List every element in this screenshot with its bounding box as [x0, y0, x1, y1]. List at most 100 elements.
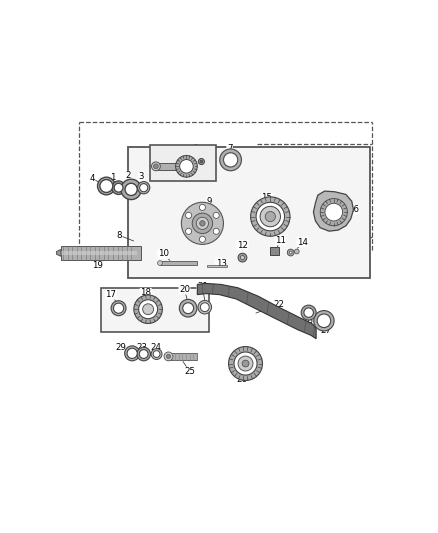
Circle shape	[223, 153, 238, 167]
Circle shape	[154, 164, 158, 168]
Circle shape	[111, 301, 126, 316]
Text: 24: 24	[150, 343, 162, 352]
Text: 21: 21	[197, 282, 208, 292]
Circle shape	[198, 158, 205, 165]
Text: 9: 9	[206, 197, 212, 206]
Circle shape	[301, 305, 316, 320]
Circle shape	[186, 212, 192, 219]
Circle shape	[143, 304, 154, 314]
Circle shape	[260, 206, 280, 227]
Circle shape	[125, 346, 140, 361]
Circle shape	[179, 300, 197, 317]
Circle shape	[125, 183, 137, 196]
Circle shape	[325, 203, 343, 221]
Text: 13: 13	[215, 259, 226, 268]
Circle shape	[138, 300, 158, 319]
Circle shape	[181, 203, 223, 245]
Text: 7: 7	[227, 144, 232, 153]
Polygon shape	[57, 249, 61, 256]
Circle shape	[158, 261, 162, 265]
Circle shape	[140, 184, 148, 192]
Circle shape	[198, 301, 212, 314]
Circle shape	[200, 303, 209, 312]
Circle shape	[213, 212, 219, 219]
Circle shape	[317, 314, 331, 328]
Text: 16: 16	[348, 205, 359, 214]
Circle shape	[114, 183, 123, 192]
Text: 2: 2	[125, 171, 131, 180]
FancyBboxPatch shape	[128, 147, 371, 278]
Circle shape	[152, 162, 160, 171]
Circle shape	[238, 356, 253, 371]
Circle shape	[164, 352, 173, 361]
Circle shape	[113, 303, 124, 313]
Circle shape	[151, 349, 162, 359]
Circle shape	[112, 181, 125, 195]
Text: 4: 4	[89, 174, 95, 183]
Circle shape	[166, 354, 170, 358]
Text: 18: 18	[140, 288, 151, 297]
Circle shape	[294, 249, 299, 254]
Circle shape	[200, 160, 203, 163]
Text: 17: 17	[105, 290, 116, 299]
Text: 22: 22	[273, 300, 284, 309]
Text: 14: 14	[297, 238, 308, 246]
Circle shape	[251, 197, 290, 236]
Circle shape	[290, 251, 292, 254]
Text: 10: 10	[158, 249, 169, 259]
Circle shape	[220, 149, 241, 171]
Circle shape	[100, 180, 113, 192]
Circle shape	[153, 351, 160, 358]
Text: 27: 27	[321, 326, 332, 335]
Text: 8: 8	[117, 231, 122, 240]
Circle shape	[186, 228, 192, 235]
Circle shape	[180, 159, 193, 173]
FancyBboxPatch shape	[150, 146, 216, 181]
Circle shape	[127, 348, 137, 358]
Circle shape	[200, 221, 205, 226]
Circle shape	[196, 217, 208, 229]
Circle shape	[98, 177, 115, 195]
Circle shape	[192, 213, 212, 233]
Circle shape	[240, 256, 244, 260]
Circle shape	[265, 212, 276, 222]
FancyBboxPatch shape	[101, 288, 209, 332]
Circle shape	[138, 182, 150, 194]
Circle shape	[121, 179, 141, 199]
Polygon shape	[314, 191, 353, 231]
Circle shape	[176, 156, 197, 177]
Circle shape	[234, 352, 257, 375]
Bar	[61, 251, 137, 255]
Text: 15: 15	[261, 193, 272, 203]
Circle shape	[314, 311, 334, 331]
Text: 23: 23	[137, 343, 148, 352]
Circle shape	[256, 203, 285, 231]
Text: 20: 20	[179, 285, 190, 294]
Text: 19: 19	[92, 261, 102, 270]
Polygon shape	[197, 284, 316, 339]
Text: 28: 28	[302, 316, 313, 325]
Circle shape	[134, 295, 162, 324]
Bar	[207, 265, 226, 268]
Circle shape	[287, 249, 294, 256]
Text: 25: 25	[184, 367, 195, 376]
Circle shape	[213, 228, 219, 235]
Bar	[154, 163, 195, 169]
Text: 12: 12	[237, 241, 248, 250]
Circle shape	[137, 347, 151, 361]
Bar	[160, 261, 197, 265]
Bar	[61, 246, 141, 260]
Circle shape	[229, 346, 262, 381]
Text: 5: 5	[164, 152, 170, 161]
Text: 29: 29	[116, 343, 127, 352]
Circle shape	[238, 253, 247, 262]
Circle shape	[242, 360, 249, 367]
Bar	[270, 247, 279, 255]
Circle shape	[320, 199, 347, 225]
Circle shape	[304, 308, 314, 317]
Circle shape	[199, 204, 205, 211]
Bar	[167, 353, 197, 360]
Text: 26: 26	[237, 375, 247, 384]
Circle shape	[183, 303, 194, 313]
Text: 1: 1	[110, 173, 115, 182]
